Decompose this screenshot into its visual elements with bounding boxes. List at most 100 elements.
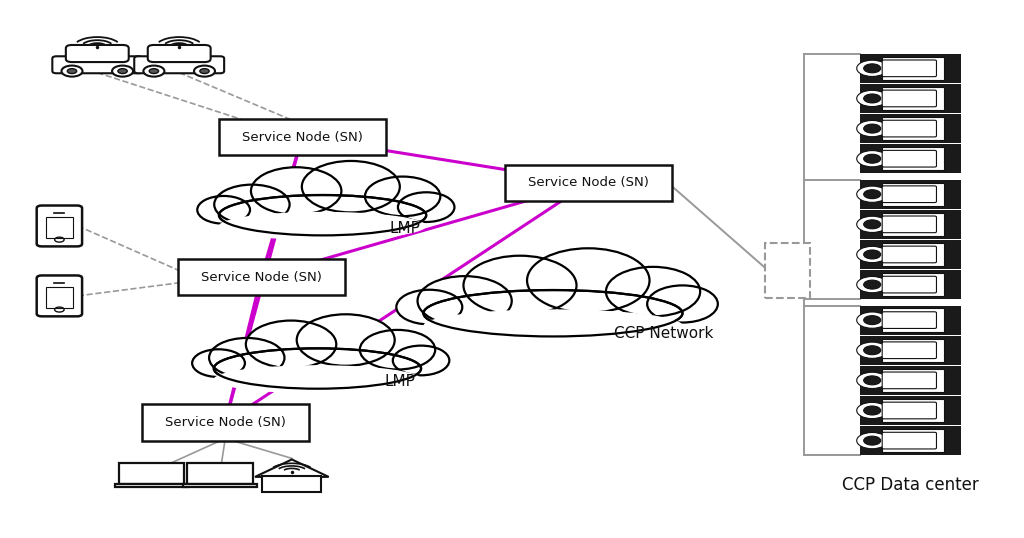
Text: ···: ··· <box>949 346 956 355</box>
Circle shape <box>857 186 888 202</box>
Text: ···: ··· <box>949 94 956 103</box>
FancyBboxPatch shape <box>883 186 937 203</box>
Circle shape <box>857 121 888 137</box>
FancyBboxPatch shape <box>37 206 82 246</box>
Text: ···: ··· <box>949 220 956 229</box>
FancyBboxPatch shape <box>860 366 961 395</box>
Circle shape <box>863 64 881 73</box>
Text: ···: ··· <box>949 316 956 324</box>
Ellipse shape <box>424 290 683 336</box>
Circle shape <box>857 90 888 107</box>
Circle shape <box>194 66 215 76</box>
FancyBboxPatch shape <box>860 270 961 299</box>
Circle shape <box>647 285 718 323</box>
FancyBboxPatch shape <box>883 338 944 362</box>
Circle shape <box>198 196 250 224</box>
FancyBboxPatch shape <box>860 210 961 239</box>
Text: CCP Data center: CCP Data center <box>842 476 979 494</box>
Circle shape <box>418 276 512 325</box>
Circle shape <box>302 161 399 213</box>
Text: Service Node (SN): Service Node (SN) <box>242 131 362 144</box>
FancyBboxPatch shape <box>883 342 937 359</box>
Text: CCP Network: CCP Network <box>614 326 714 341</box>
Circle shape <box>527 249 649 313</box>
FancyBboxPatch shape <box>883 90 937 107</box>
FancyBboxPatch shape <box>115 484 188 487</box>
Text: Service Node (SN): Service Node (SN) <box>165 416 286 429</box>
Circle shape <box>251 167 341 215</box>
FancyBboxPatch shape <box>883 60 937 77</box>
Circle shape <box>857 342 888 358</box>
Ellipse shape <box>219 195 426 236</box>
FancyBboxPatch shape <box>883 429 944 452</box>
FancyBboxPatch shape <box>134 56 224 73</box>
Circle shape <box>150 69 159 74</box>
FancyBboxPatch shape <box>883 246 937 263</box>
FancyBboxPatch shape <box>37 275 82 316</box>
FancyBboxPatch shape <box>505 165 672 201</box>
FancyBboxPatch shape <box>883 182 944 206</box>
Text: ···: ··· <box>949 406 956 415</box>
FancyBboxPatch shape <box>860 306 961 335</box>
Circle shape <box>857 60 888 76</box>
FancyBboxPatch shape <box>883 369 944 392</box>
FancyBboxPatch shape <box>883 117 944 140</box>
Polygon shape <box>255 459 329 477</box>
Circle shape <box>209 338 285 378</box>
Circle shape <box>606 267 700 316</box>
Text: Service Node (SN): Service Node (SN) <box>528 176 649 189</box>
Text: ···: ··· <box>949 190 956 199</box>
FancyBboxPatch shape <box>45 217 74 238</box>
FancyBboxPatch shape <box>187 463 253 484</box>
FancyBboxPatch shape <box>883 399 944 422</box>
FancyBboxPatch shape <box>883 372 937 388</box>
Circle shape <box>193 349 245 377</box>
FancyBboxPatch shape <box>860 84 961 113</box>
Circle shape <box>863 436 881 445</box>
Circle shape <box>863 280 881 289</box>
FancyBboxPatch shape <box>883 273 944 296</box>
Circle shape <box>863 250 881 259</box>
Circle shape <box>857 151 888 167</box>
FancyBboxPatch shape <box>52 56 142 73</box>
FancyBboxPatch shape <box>147 45 211 62</box>
Circle shape <box>214 185 290 224</box>
Circle shape <box>863 346 881 355</box>
Circle shape <box>863 376 881 385</box>
Circle shape <box>68 69 77 74</box>
FancyBboxPatch shape <box>860 240 961 269</box>
Text: ···: ··· <box>949 124 956 133</box>
FancyBboxPatch shape <box>860 180 961 209</box>
Circle shape <box>857 277 888 293</box>
FancyBboxPatch shape <box>860 396 961 425</box>
Circle shape <box>857 402 888 419</box>
Circle shape <box>863 190 881 199</box>
FancyBboxPatch shape <box>883 216 937 232</box>
Text: LMP: LMP <box>384 374 415 390</box>
FancyBboxPatch shape <box>883 243 944 266</box>
FancyBboxPatch shape <box>883 213 944 236</box>
Circle shape <box>464 256 577 315</box>
Text: ···: ··· <box>949 280 956 289</box>
FancyBboxPatch shape <box>860 144 961 173</box>
FancyBboxPatch shape <box>883 87 944 110</box>
Circle shape <box>359 330 435 370</box>
Text: ···: ··· <box>949 64 956 73</box>
Ellipse shape <box>214 349 421 388</box>
FancyBboxPatch shape <box>860 54 961 83</box>
Circle shape <box>863 154 881 163</box>
FancyBboxPatch shape <box>183 484 257 487</box>
Circle shape <box>863 124 881 133</box>
FancyBboxPatch shape <box>860 336 961 365</box>
FancyBboxPatch shape <box>883 121 937 137</box>
Circle shape <box>398 192 455 222</box>
Text: Service Node (SN): Service Node (SN) <box>201 271 322 284</box>
FancyBboxPatch shape <box>45 287 74 308</box>
Text: ···: ··· <box>949 154 956 163</box>
Text: ···: ··· <box>949 250 956 259</box>
FancyBboxPatch shape <box>860 426 961 455</box>
FancyBboxPatch shape <box>119 463 184 484</box>
Circle shape <box>112 66 133 76</box>
FancyBboxPatch shape <box>141 404 309 441</box>
Circle shape <box>863 94 881 103</box>
